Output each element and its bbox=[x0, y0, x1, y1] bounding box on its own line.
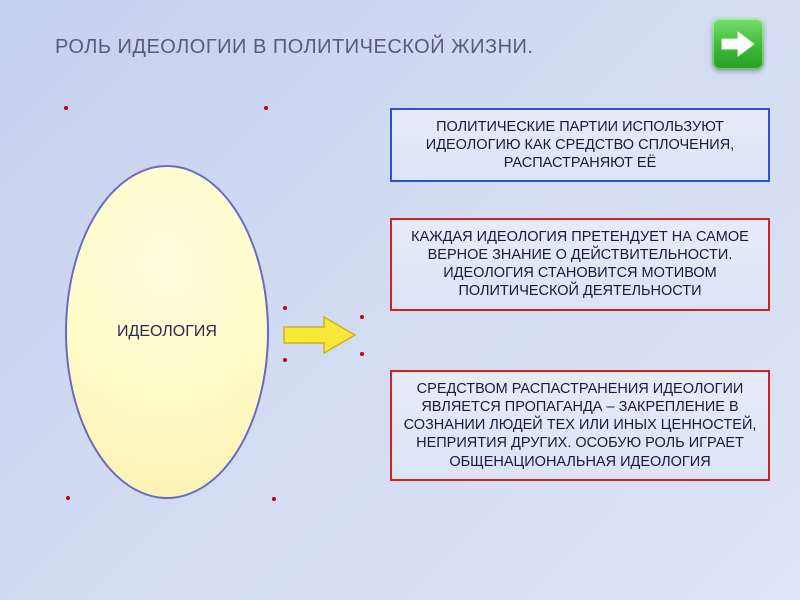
anim-handle bbox=[360, 352, 364, 356]
info-box-3: СРЕДСТВОМ РАСПАСТРАНЕНИЯ ИДЕОЛОГИИ ЯВЛЯЕ… bbox=[390, 370, 770, 481]
connector-arrow bbox=[282, 315, 357, 355]
anim-handle bbox=[283, 306, 287, 310]
ellipse-label: ИДЕОЛОГИЯ bbox=[107, 322, 227, 341]
info-box-2: КАЖДАЯ ИДЕОЛОГИЯ ПРЕТЕНДУЕТ НА САМОЕ ВЕР… bbox=[390, 218, 770, 311]
anim-handle bbox=[360, 315, 364, 319]
anim-handle bbox=[66, 496, 70, 500]
concept-ellipse: ИДЕОЛОГИЯ bbox=[65, 165, 269, 499]
anim-handle bbox=[264, 106, 268, 110]
info-box-1: ПОЛИТИЧЕСКИЕ ПАРТИИ ИСПОЛЬЗУЮТ ИДЕОЛОГИЮ… bbox=[390, 108, 770, 182]
anim-handle bbox=[283, 358, 287, 362]
arrow-right-icon bbox=[720, 30, 756, 58]
page-title: РОЛЬ ИДЕОЛОГИИ В ПОЛИТИЧЕСКОЙ ЖИЗНИ. bbox=[55, 36, 533, 59]
slide: РОЛЬ ИДЕОЛОГИИ В ПОЛИТИЧЕСКОЙ ЖИЗНИ. ИДЕ… bbox=[0, 0, 800, 600]
anim-handle bbox=[64, 106, 68, 110]
anim-handle bbox=[272, 497, 276, 501]
next-button[interactable] bbox=[712, 18, 764, 70]
